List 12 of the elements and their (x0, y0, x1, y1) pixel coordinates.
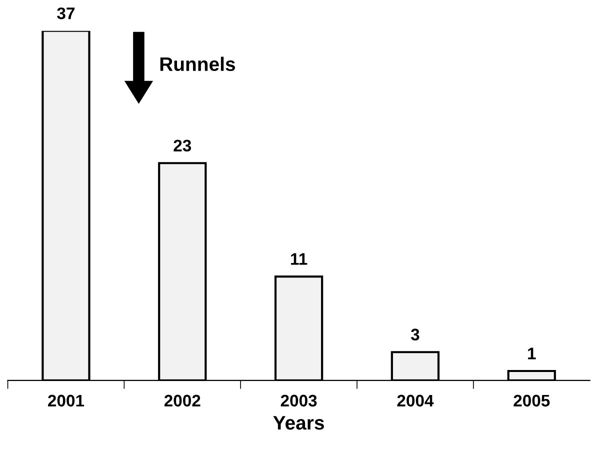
data-label: 1 (528, 348, 536, 360)
x-tick-label: 2005 (514, 394, 550, 407)
data-label: 3 (410, 328, 420, 341)
x-tick-label: 2001 (48, 394, 84, 407)
annotation: Runnels (160, 56, 236, 72)
data-label: 37 (57, 7, 75, 20)
x-axis-title: Years (273, 416, 324, 430)
x-tick-label: 2004 (397, 394, 434, 407)
x-tick-label: 2003 (280, 394, 317, 407)
data-label: 23 (174, 140, 192, 152)
data-label: 11 (291, 253, 308, 265)
x-tick-label: 2002 (164, 394, 200, 407)
